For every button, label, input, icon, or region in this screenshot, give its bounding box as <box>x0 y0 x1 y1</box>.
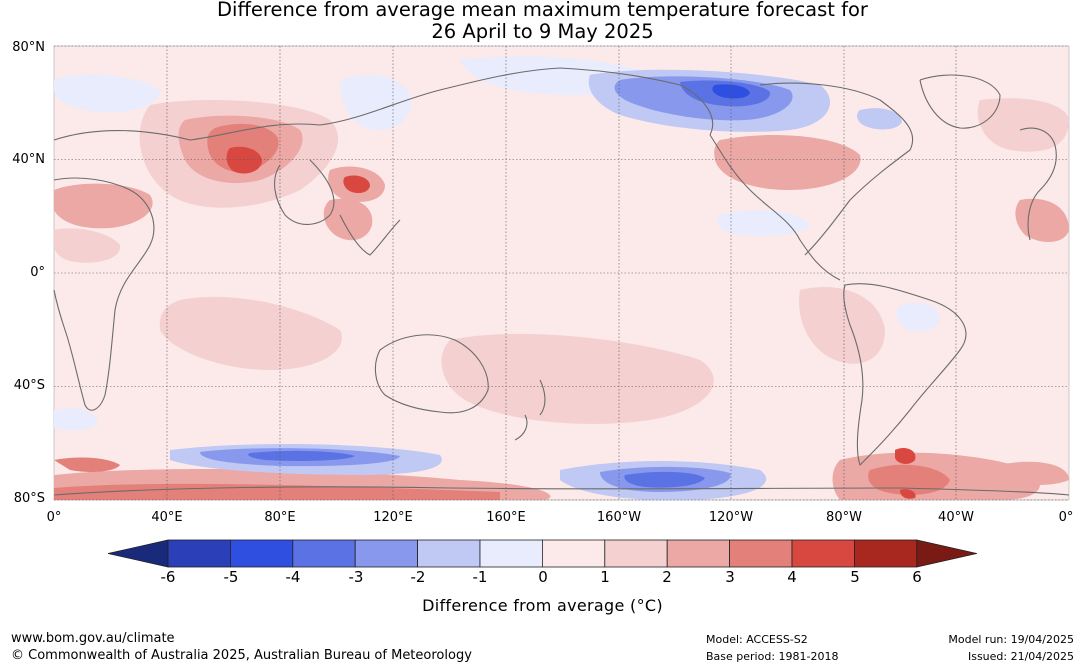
lat-label-equator: 0° <box>30 265 45 280</box>
colorbar-bin <box>229 539 294 568</box>
lat-label-80s: 80°S <box>13 491 45 506</box>
footer-copyright: © Commonwealth of Australia 2025, Austra… <box>11 648 472 663</box>
lon-label-120e: 120°E <box>373 510 413 525</box>
colorbar-tick: -6 <box>160 568 176 586</box>
colorbar-bin <box>791 539 855 568</box>
coastline-new-zealand <box>514 379 546 441</box>
colorbar-tick: -2 <box>410 568 426 586</box>
coastline-greenland <box>919 74 1001 129</box>
colorbar-bin <box>167 539 231 568</box>
map-title-line2: 26 April to 9 May 2025 <box>431 20 654 43</box>
map-title-line1: Difference from average mean maximum tem… <box>217 0 868 21</box>
lon-label-160w: 160°W <box>596 510 642 525</box>
colorbar-tick: 3 <box>725 568 735 586</box>
colorbar-bin <box>666 539 731 568</box>
colorbar-bin <box>854 539 918 568</box>
colorbar-bin <box>604 539 668 568</box>
colorbar-tick: -1 <box>472 568 488 586</box>
lat-label-40n: 40°N <box>12 152 45 167</box>
colorbar-tick: 1 <box>600 568 610 586</box>
temperature-anomaly-map <box>53 45 1070 501</box>
footer-website: www.bom.gov.au/climate <box>11 631 175 646</box>
coastline-europe-uk <box>1019 127 1057 241</box>
colorbar-bin <box>354 539 418 568</box>
lon-label-80e: 80°E <box>264 510 296 525</box>
colorbar <box>107 539 977 568</box>
coastline-africa <box>53 177 155 411</box>
warm-anomaly-regions <box>54 98 1069 500</box>
lon-label-120w: 120°W <box>708 510 754 525</box>
coastline-south-america <box>843 283 967 467</box>
coastline-north-america <box>709 82 914 281</box>
colorbar-label: Difference from average (°C) <box>422 596 663 615</box>
lon-label-80w: 80°W <box>826 510 862 525</box>
colorbar-tick: -3 <box>348 568 364 586</box>
graticule <box>54 45 1069 501</box>
lat-label-80n: 80°N <box>12 40 45 55</box>
lat-label-40s: 40°S <box>13 378 45 393</box>
colorbar-bin <box>729 539 793 568</box>
colorbar-extend-low <box>107 539 169 568</box>
colorbar-tick: 0 <box>538 568 548 586</box>
footer-base-period: Base period: 1981-2018 <box>706 650 839 663</box>
colorbar-bin <box>417 539 481 568</box>
colorbar-tick: 4 <box>787 568 797 586</box>
colorbar-tick: -5 <box>223 568 239 586</box>
footer-issued: Issued: 21/04/2025 <box>967 650 1074 663</box>
lon-label-160e: 160°E <box>486 510 526 525</box>
footer-model: Model: ACCESS-S2 <box>706 633 808 646</box>
colorbar-tick: 5 <box>850 568 860 586</box>
coastlines <box>53 67 1070 496</box>
footer-model-run: Model run: 19/04/2025 <box>948 633 1074 646</box>
lon-label-40e: 40°E <box>151 510 183 525</box>
colorbar-tick: 2 <box>662 568 672 586</box>
colorbar-tick: -4 <box>285 568 301 586</box>
colorbar-extend-high <box>916 539 977 568</box>
colorbar-bin <box>479 539 543 568</box>
coastline-australia <box>374 334 489 414</box>
coastline-antarctica <box>53 486 1070 496</box>
colorbar-tick: 6 <box>912 568 922 586</box>
coastline-eurasia <box>53 67 714 256</box>
lon-label-40w: 40°W <box>938 510 974 525</box>
lon-label-0-left: 0° <box>46 510 62 525</box>
colorbar-bin <box>541 539 606 568</box>
colorbar-bin <box>292 539 356 568</box>
lon-label-0-right: 0° <box>1058 510 1074 525</box>
